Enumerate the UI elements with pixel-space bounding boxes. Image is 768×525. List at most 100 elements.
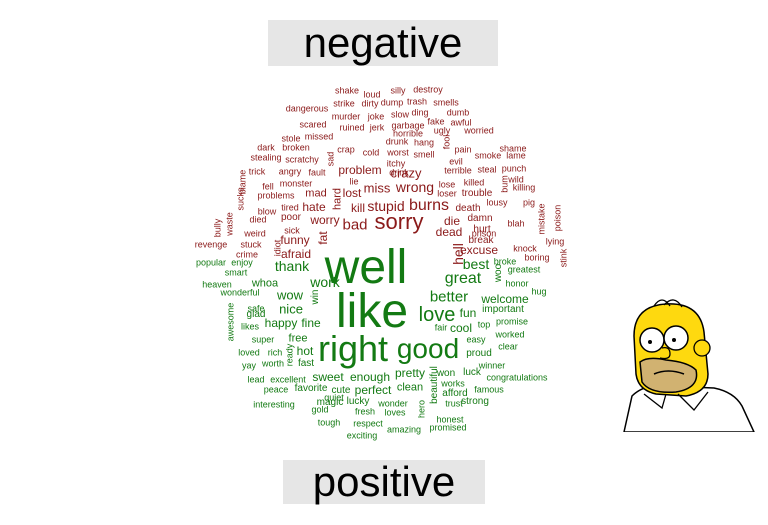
positive-heading: positive (283, 460, 485, 504)
word-neg-broken: broken (282, 142, 310, 153)
word-neg-terrible: terrible (444, 165, 472, 176)
word-pos-honest: honest (436, 414, 464, 425)
word-neg-strike: strike (333, 98, 355, 109)
word-pos-best: best (462, 256, 490, 272)
word-neg-missed: missed (304, 131, 334, 142)
word-neg-excuse: excuse (459, 243, 499, 257)
word-pos-likes: likes (240, 321, 260, 332)
word-neg-worry: worry (310, 213, 340, 227)
word-neg-steal: steal (477, 164, 497, 175)
word-pos-exciting: exciting (346, 430, 378, 441)
word-neg-punch: punch (501, 163, 527, 174)
word-pos-hero: hero (416, 399, 427, 419)
word-pos-wonder: wonder (378, 398, 408, 409)
word-neg-stink: stink (558, 248, 569, 268)
word-neg-poison: poison (552, 204, 563, 232)
word-pos-loves: loves (384, 407, 406, 418)
word-neg-problems: problems (257, 190, 295, 201)
word-neg-stuck: stuck (240, 239, 262, 250)
word-neg-burns: burns (408, 197, 450, 214)
word-pos-proud: proud (466, 348, 492, 359)
word-pos-better: better (429, 288, 469, 306)
word-pos-peace: peace (263, 384, 289, 395)
word-pos-glad: glad (246, 309, 266, 320)
word-neg-drunk: drunk (385, 136, 409, 147)
word-neg-dirty: dirty (361, 98, 379, 109)
word-neg-pain: pain (454, 144, 472, 155)
word-neg-lying: lying (545, 236, 565, 247)
word-neg-drink: drink (389, 167, 409, 178)
word-pos-lead: lead (247, 374, 265, 385)
word-neg-boring: boring (524, 252, 550, 263)
word-pos-magic: magic (316, 397, 344, 408)
word-neg-blow: blow (257, 206, 277, 217)
word-neg-hard: hard (331, 187, 344, 211)
word-neg-mad: mad (305, 187, 327, 200)
word-pos-love: love (418, 304, 456, 326)
word-pos-loved: loved (238, 347, 260, 358)
word-pos-heaven: heaven (202, 279, 232, 290)
word-neg-itchy: itchy (386, 158, 406, 169)
word-neg-trash: trash (406, 96, 428, 107)
word-pos-good: good (396, 333, 460, 364)
word-pos-enjoy: enjoy (231, 257, 253, 268)
word-pos-luck: luck (463, 367, 481, 378)
word-pos-beautiful: beautiful (429, 366, 440, 404)
word-neg-loser: loser (437, 188, 457, 199)
word-neg-crime: crime (236, 249, 258, 260)
word-pos-welcome: welcome (481, 292, 529, 306)
word-neg-fool: fool (441, 134, 452, 150)
word-pos-thank: thank (274, 258, 310, 274)
word-neg-mistake: mistake (536, 203, 547, 235)
word-neg-dead: dead (435, 225, 463, 239)
word-neg-died: died (249, 214, 267, 225)
word-pos-popular: popular (195, 257, 227, 268)
word-neg-shake: shake (334, 85, 360, 96)
word-neg-problem: problem (338, 163, 382, 177)
word-neg-poor: poor (280, 212, 302, 223)
word-neg-smoke: smoke (474, 150, 502, 161)
word-neg-break: break (468, 235, 494, 246)
word-pos-right: right (317, 328, 389, 369)
word-neg-crazy: crazy (390, 165, 422, 181)
word-pos-clear: clear (498, 341, 518, 352)
word-pos-fun: fun (459, 306, 477, 320)
word-neg-afraid: afraid (280, 247, 312, 261)
word-pos-excellent: excellent (270, 374, 306, 385)
word-neg-worried: worried (464, 125, 494, 136)
word-neg-dangerous: dangerous (285, 103, 329, 114)
word-neg-killed: killed (463, 177, 485, 188)
word-neg-damn: damn (467, 213, 493, 224)
word-neg-lose: lose (438, 179, 456, 190)
word-pos-safe: safe (247, 303, 265, 314)
word-neg-angry: angry (278, 166, 302, 177)
word-pos-free: free (288, 332, 308, 345)
word-neg-weird: weird (244, 228, 266, 239)
word-neg-idiot: idiot (272, 239, 283, 257)
word-pos-tough: tough (317, 417, 341, 428)
word-pos-woo: woo (493, 263, 504, 283)
word-neg-slow: slow (390, 109, 410, 120)
word-neg-wild: wild (508, 174, 524, 185)
word-pos-gold: gold (311, 404, 329, 415)
word-pos-clean: clean (396, 381, 424, 394)
word-neg-monster: monster (279, 178, 313, 189)
word-pos-awesome: awesome (225, 302, 236, 342)
word-pos-fresh: fresh (354, 406, 376, 417)
word-neg-ugly: ugly (433, 125, 451, 136)
word-neg-waste: waste (224, 212, 235, 236)
word-pos-fine: fine (301, 316, 321, 330)
word-pos-congratulations: congratulations (486, 372, 548, 383)
word-pos-trust: trust (445, 398, 463, 409)
word-neg-dark: dark (257, 142, 275, 153)
word-pos-famous: famous (474, 384, 504, 395)
word-neg-bully: bully (212, 218, 223, 238)
word-neg-dumb: dumb (446, 107, 470, 118)
word-pos-smart: smart (224, 267, 248, 278)
word-neg-trick: trick (248, 166, 266, 177)
word-pos-cute: cute (331, 385, 351, 396)
word-neg-stole: stole (281, 133, 301, 144)
word-neg-destroy: destroy (413, 84, 443, 95)
word-neg-knock: knock (513, 243, 537, 254)
